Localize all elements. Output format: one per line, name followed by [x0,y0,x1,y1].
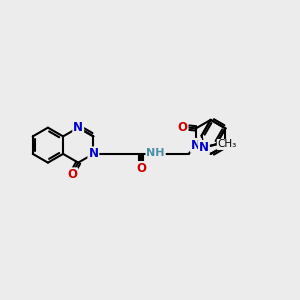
Text: N: N [88,147,98,161]
Text: CH₃: CH₃ [217,140,236,149]
Text: O: O [178,121,188,134]
Text: O: O [67,168,77,181]
Text: O: O [136,162,146,175]
Text: N: N [73,121,83,134]
Text: N: N [191,139,201,152]
Text: N: N [199,141,209,154]
Text: NH: NH [146,148,165,158]
